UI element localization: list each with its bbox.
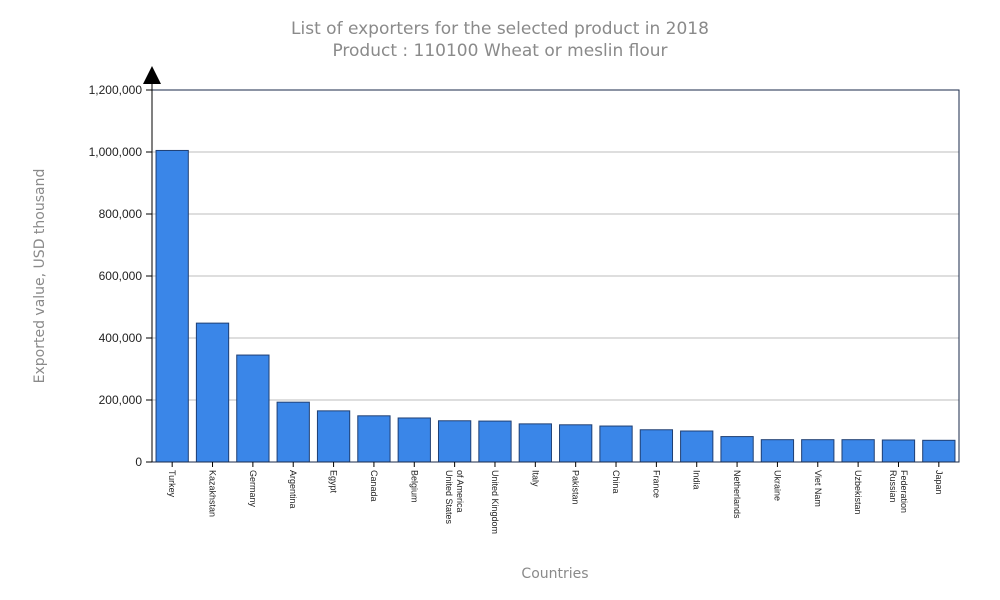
y-tick-label: 800,000 [99,207,143,221]
y-tick-label: 0 [135,455,142,469]
x-tick-label: Kazakhstan [208,470,218,517]
y-axis-arrow-icon [143,66,161,84]
x-tick-label: United States [444,470,454,525]
bar [881,439,916,463]
bar [680,430,714,463]
x-tick-label: Japan [934,470,944,495]
y-axis-title: Exported value, USD thousand [32,169,48,384]
bar [559,424,593,463]
x-tick-labels: Turkey Kazakhstan Germany Argentina Egypt Can… [167,462,944,534]
x-tick-label: Netherlands [732,470,742,519]
x-tick-label: Germany [248,470,258,508]
y-tick-label: 600,000 [99,269,143,283]
bar [518,423,552,463]
y-tick-label: 1,200,000 [89,83,143,97]
bar [639,429,674,463]
x-tick-label: Canada [369,470,379,502]
y-tick-label: 200,000 [99,393,143,407]
bar [720,436,754,463]
bar [276,401,310,463]
x-tick-label: Uzbekistan [853,470,863,515]
y-tick-label: 400,000 [99,331,143,345]
bar [397,417,431,463]
chart-subtitle: Product : 110100 Wheat or meslin flour [332,41,667,61]
x-tick-label: Turkey [167,470,177,498]
y-tick-labels: 0 200,000 400,000 600,000 800,000 1,000,000 1,… [89,83,152,469]
bar [155,149,189,463]
x-tick-label: of America [455,470,465,513]
bars [155,149,956,463]
x-tick-label: France [651,470,661,498]
x-tick-label: China [611,470,621,494]
x-tick-label: Viet Nam [813,470,823,507]
x-tick-label: Italy [530,470,540,487]
x-tick-label: United Kingdom [490,470,500,534]
bar [801,439,835,463]
bar [478,420,512,463]
bar [316,410,351,463]
chart-title: List of exporters for the selected produ… [291,19,709,39]
bar [841,439,875,463]
x-tick-label: Argentina [288,470,298,509]
x-tick-label: India [692,470,702,490]
gridlines [152,151,959,401]
bar [195,322,230,463]
bar [599,425,633,463]
x-tick-label: Federation [899,470,909,513]
x-tick-label: Russian [888,470,898,503]
bar [437,420,472,463]
bar [357,415,391,463]
x-tick-label: Ukraine [772,470,782,501]
x-axis-title: Countries [521,566,588,582]
x-tick-label: Pakistan [571,470,581,505]
bar [760,439,795,463]
y-tick-label: 1,000,000 [89,145,143,159]
x-tick-label: Belgium [409,470,419,503]
bar [236,354,270,463]
x-tick-label: Egypt [329,470,339,494]
bar [922,439,956,463]
